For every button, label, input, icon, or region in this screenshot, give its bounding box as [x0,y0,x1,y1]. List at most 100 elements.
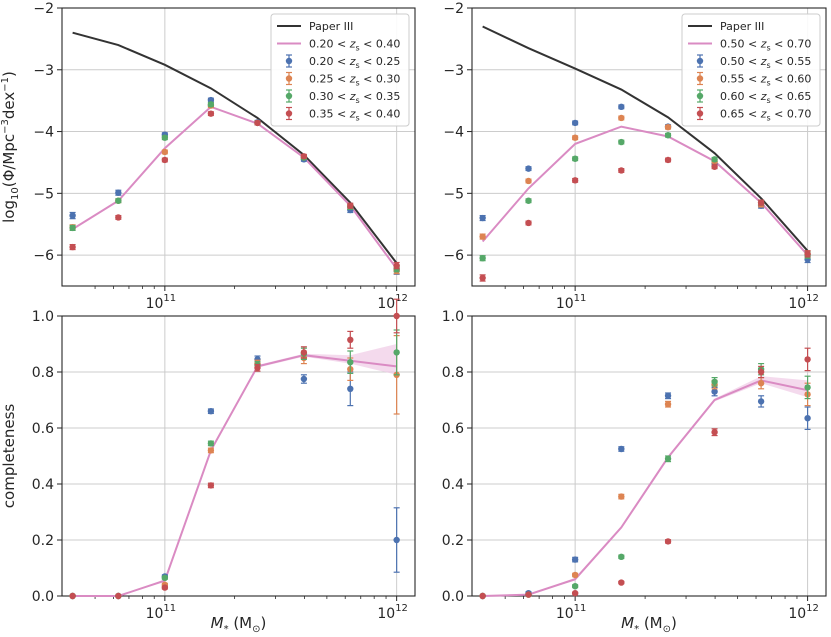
x-tick-label: 1011 [146,293,177,312]
data-point-green [804,384,811,391]
data-point-blue [711,388,718,395]
legend-box [270,13,410,127]
data-point-green [115,197,122,204]
model-line [482,379,808,597]
data-point-green [571,155,579,162]
panel-bottom-right: 0.0 0.2 0.4 0.6 0.8 1.0 1011 1012 M* (M⊙) [442,309,827,635]
data-point-red [207,482,215,489]
data-point-green [664,132,672,139]
data-point-red [479,274,486,282]
data-point-orange [161,148,169,156]
data-point-red [115,214,122,221]
data-point-blue [525,165,532,172]
data-point-green [618,138,625,146]
legend-label: 0.50 < zs < 0.55 [720,55,811,70]
data-point-red [571,177,579,184]
data-point-orange [207,447,215,454]
data-point-blue [804,415,811,422]
y-tick-label: 0.6 [442,421,464,437]
legend-point-swatch [285,92,293,100]
data-point-green [479,255,486,262]
y-tick-label: 1.0 [32,309,54,325]
data-point-red [161,584,169,591]
data-point-red [300,349,308,356]
data-point-green [207,440,215,447]
data-point-red [393,262,400,269]
data-point-green [618,553,625,560]
y-tick-label: −6 [443,248,464,264]
model-line [72,354,397,597]
legend-label: 0.65 < zs < 0.70 [720,108,811,123]
data-point-red [393,312,400,320]
data-point-green [69,224,76,232]
y-tick-label: 0.8 [442,365,464,381]
panel-bottom-left: 0.0 0.2 0.4 0.6 0.8 1.0 1011 1012 completeness M*… [0,298,416,635]
data-point-green [161,574,169,581]
data-point-red [347,202,354,209]
data-point-red [757,199,765,206]
data-point-red [804,250,811,258]
data-point-green [664,455,672,462]
data-point-blue [664,392,672,399]
y-tick-label: −2 [33,1,54,17]
y-tick-label: 0.2 [32,533,54,549]
panel-top-left: −6 −5 −4 −3 −2 1011 1012 Paper III 0.20 < zs < 0… [0,1,416,312]
y-tick-label: 0.2 [442,533,464,549]
data-point-orange [479,233,486,240]
data-point-blue [207,408,215,415]
legend-label: 0.60 < zs < 0.65 [720,90,811,105]
y-tick-label: 0.4 [32,477,54,493]
data-point-blue [479,214,486,222]
data-point-orange [525,177,532,185]
model-confidence-band [72,344,397,596]
data-point-orange [757,380,765,387]
legend-point-swatch [285,110,293,117]
data-point-red [69,592,76,600]
legend-point-swatch [696,75,704,82]
legend-label: 0.30 < zs < 0.35 [309,90,400,105]
y-tick-label: 0.8 [32,365,54,381]
data-point-red [618,579,625,586]
y-tick-label: −6 [33,248,54,264]
legend-label: Paper III [309,20,353,33]
data-point-red [525,591,532,598]
data-point-red [254,119,261,127]
data-point-red [664,538,672,545]
y-axis-label: log10(Φ/Mpc−3dex−1) [0,71,21,223]
legend-box [681,13,821,127]
data-point-blue [618,103,625,111]
data-point-red [711,429,718,436]
data-point-green [571,583,579,590]
data-point-orange [664,401,672,408]
data-point-red [479,592,486,600]
legend-point-swatch [696,57,704,65]
y-tick-label: −3 [33,63,54,79]
model-line [481,125,809,256]
y-tick-label: 0.6 [32,421,54,437]
x-tick-label: 1011 [146,603,177,622]
data-point-blue [300,375,308,383]
data-point-red [161,156,169,164]
data-point-red [300,153,308,160]
legend-point-swatch [696,110,704,117]
axes-frame [61,315,416,597]
paper-iii-line [482,25,809,252]
data-point-blue [115,189,122,196]
x-tick-label: 1011 [556,603,587,622]
legend-point-swatch [285,57,293,65]
data-point-blue [347,385,354,392]
data-point-red [115,592,122,600]
model-line [72,105,398,270]
data-point-orange [664,124,672,131]
x-axis-label: M* (M⊙) [211,614,267,635]
data-point-green [711,378,718,385]
legend-label: 0.50 < zs < 0.70 [720,38,811,53]
legend: Paper III 0.20 < zs < 0.40 0.20 < zs < 0.2… [270,13,410,127]
x-tick-label: 1012 [377,603,408,622]
axes-frame [471,7,827,287]
data-point-blue [757,398,765,405]
y-tick-label: −4 [33,125,54,141]
data-point-orange [618,114,625,122]
data-point-red [804,356,811,363]
